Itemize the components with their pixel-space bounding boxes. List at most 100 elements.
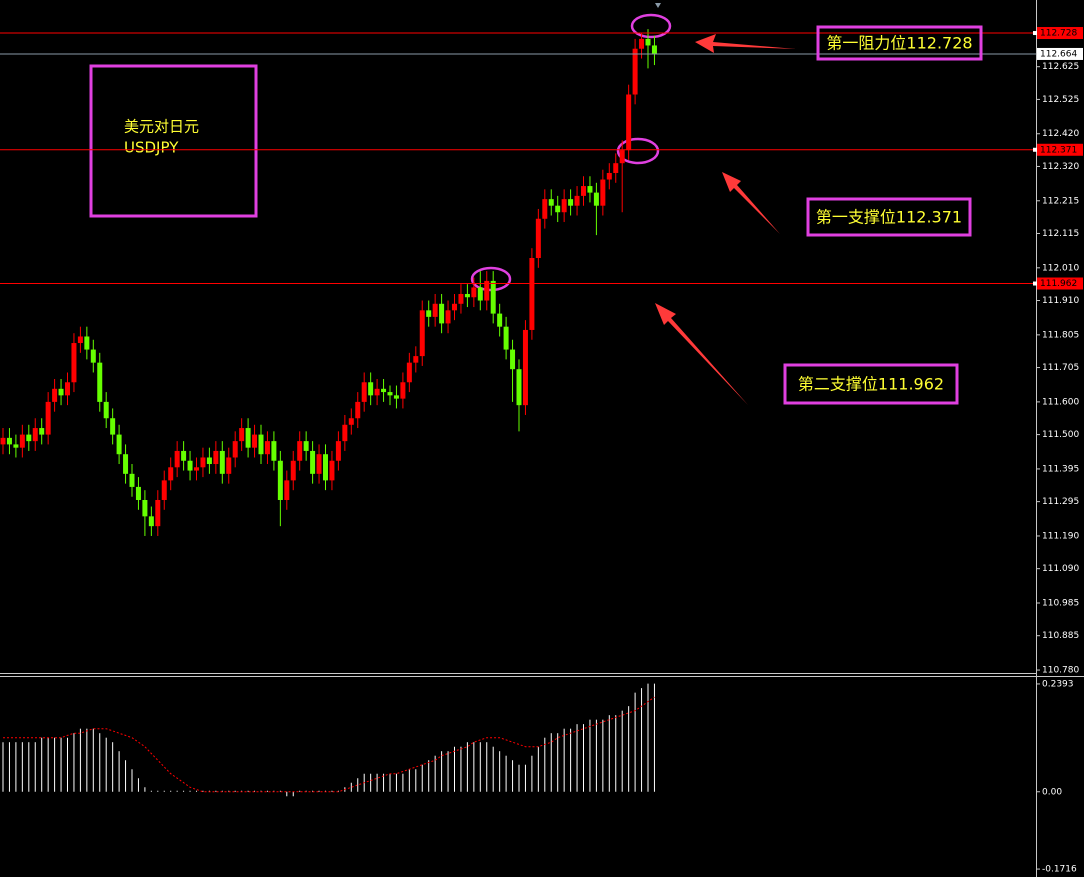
candle-body [277,460,283,500]
y-tick-label: 110.885 [1042,631,1079,641]
y-tick-label: 111.295 [1042,497,1079,507]
candle-body [419,310,425,357]
candle-body [381,388,387,393]
y-tick-label: 112.625 [1042,62,1079,72]
candle-body [264,441,270,455]
y-tick-label: 111.190 [1042,531,1079,541]
candle-body [213,450,219,465]
level-tag [1037,27,1083,40]
candle-body [148,516,154,527]
candle-body [548,199,554,206]
y-tick-label: 110.985 [1042,599,1079,609]
candle-body [303,441,309,451]
candle-body [342,424,348,442]
y-tick-label: 111.705 [1042,363,1079,373]
arrow [655,303,748,405]
candle-body [284,480,290,500]
level-dot [1033,281,1037,286]
candle-body [542,199,548,219]
candle-body [645,38,651,46]
candle-body [77,336,83,344]
y-tick-label: 112.420 [1042,129,1079,139]
candle-body [310,450,316,474]
candle-body [393,395,399,399]
candle-body [32,428,38,442]
y-tick-label: 112.320 [1042,162,1079,172]
level-box [783,363,959,405]
candle-body [39,428,45,435]
last-price-tag [1037,47,1083,60]
candle-body [194,467,199,471]
candle-body [110,418,116,435]
arrow [695,34,796,53]
candle-body [632,48,638,95]
level-tag [1037,277,1083,290]
candle-body [123,454,129,474]
y-tick-label: 111.910 [1042,296,1079,306]
candle-body [587,186,593,193]
signal-line [3,696,655,793]
title-box [89,64,258,218]
candle-body [226,457,232,474]
candle-body [200,457,206,468]
level-tag-label: 112.728 [1040,29,1077,39]
candle-body [168,467,174,481]
y-tick-label: 110.780 [1042,666,1079,676]
candle-body [142,499,148,517]
candle-body [181,450,187,461]
level-annotation: 第一支撑位112.371 [816,208,962,227]
candle-body [516,369,522,406]
candle-body [510,349,516,370]
candle-body [239,428,245,442]
candle-body [452,303,457,311]
title: 美元对日元 [124,118,199,136]
candle-body [90,349,96,363]
subtitle: USDJPY [124,139,179,157]
level-tag-label: 111.962 [1040,279,1077,289]
candle-body [58,388,64,396]
y-tick-label: 111.600 [1042,397,1079,407]
candle-body [348,418,354,425]
candle-body [116,434,122,455]
annotations [470,13,796,405]
candle-body [426,310,432,317]
candle-body [439,303,445,324]
candle-body [252,434,258,448]
candle-body [13,444,19,448]
candle-body [65,382,70,396]
level-annotation: 第一阻力位112.728 [826,34,972,53]
candle-body [368,382,374,396]
candle-body [555,205,561,213]
candle-body [316,454,322,474]
y-tick-label: 112.115 [1042,229,1079,239]
shift-marker [655,3,661,8]
candle-body [297,441,303,461]
level-box [816,25,983,61]
candle-body [406,362,412,383]
candle-body [97,362,103,402]
candle-body [355,401,361,419]
candle-body [497,313,503,327]
candle-body [135,486,141,500]
candle-body [174,450,180,468]
candle-body [187,460,193,471]
candle-body [6,437,12,445]
candle-body [561,199,567,213]
candle-body [219,450,225,474]
last-price-label: 112.664 [1040,49,1077,59]
candles [0,29,657,536]
candle-body [619,150,625,164]
candle-body [600,179,606,206]
candle-body [258,434,264,455]
arrow [722,172,780,234]
y-tick-label: 111.090 [1042,564,1079,574]
y-tick-label: 111.500 [1042,430,1079,440]
candle-body [651,45,657,54]
candle-body [606,172,612,180]
highlight-ellipse [616,137,660,165]
candle-body [206,457,212,465]
candle-body [432,303,438,317]
candle-body [0,437,6,445]
